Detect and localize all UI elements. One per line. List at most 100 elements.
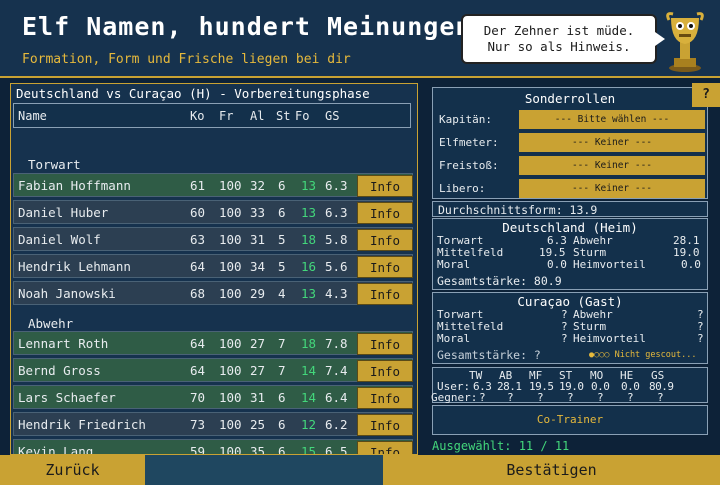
player-fo: 16 xyxy=(301,259,317,274)
player-st: 6 xyxy=(278,205,286,220)
col-gs: GS xyxy=(325,109,340,123)
away-team-title: Curaçao (Gast) xyxy=(517,294,623,309)
cotrainer-button[interactable]: Co-Trainer xyxy=(536,413,604,426)
player-gs: 5.6 xyxy=(325,259,348,274)
player-al: 31 xyxy=(250,232,266,247)
player-ko: 64 xyxy=(190,336,206,351)
help-button[interactable]: ? xyxy=(692,83,720,107)
info-button[interactable]: Info xyxy=(357,414,413,436)
player-fr: 100 xyxy=(219,178,242,193)
penalty-select[interactable]: --- Keiner --- xyxy=(519,133,705,152)
player-fr: 100 xyxy=(219,390,242,405)
home-sturm-label: Sturm xyxy=(573,246,607,259)
info-button[interactable]: Info xyxy=(357,360,413,382)
player-al: 33 xyxy=(250,205,266,220)
table-row[interactable]: Bernd Gross 64 100 27 7 14 7.4 Info xyxy=(13,358,413,382)
libero-select[interactable]: --- Keiner --- xyxy=(519,179,705,198)
player-fr: 100 xyxy=(219,336,242,351)
captain-select[interactable]: --- Bitte wählen --- xyxy=(519,110,705,129)
table-row[interactable]: Fabian Hoffmann 61 100 32 6 13 6.3 Info xyxy=(13,173,413,197)
info-button[interactable]: Info xyxy=(357,229,413,251)
table-row[interactable]: Lennart Roth 64 100 27 7 18 7.8 Info xyxy=(13,331,413,355)
table-row[interactable]: Daniel Wolf 63 100 31 5 18 5.8 Info xyxy=(13,227,413,251)
home-team-title: Deutschland (Heim) xyxy=(502,220,638,235)
player-al: 25 xyxy=(250,417,266,432)
home-mittelfeld-value: 19.5 xyxy=(539,246,566,259)
player-fo: 14 xyxy=(301,390,317,405)
table-row[interactable]: Hendrik Lehmann 64 100 34 5 16 5.6 Info xyxy=(13,254,413,278)
player-st: 6 xyxy=(278,417,286,432)
home-mittelfeld-label: Mittelfeld xyxy=(437,246,504,259)
player-gs: 7.4 xyxy=(325,363,348,378)
cotrainer-box: Co-Trainer xyxy=(432,405,708,435)
player-name: Kevin Lang xyxy=(18,444,94,455)
cmp-opp-mf: ? xyxy=(537,391,544,404)
info-button[interactable]: Info xyxy=(357,175,413,197)
home-team-box: Deutschland (Heim) Torwart 6.3 Mittelfel… xyxy=(432,218,708,290)
home-abwehr-label: Abwehr xyxy=(573,234,613,247)
table-row[interactable]: Noah Janowski 68 100 29 4 13 4.3 Info xyxy=(13,281,413,305)
player-fo: 13 xyxy=(301,205,317,220)
comparison-box: TW AB MF ST MO HE GS User: 6.3 28.1 19.5… xyxy=(431,367,708,404)
freekick-select[interactable]: --- Keiner --- xyxy=(519,156,705,175)
player-al: 35 xyxy=(250,444,266,455)
home-moral-label: Moral xyxy=(437,258,471,271)
scout-status: ●○○○ Nicht gescout... xyxy=(589,350,697,360)
player-fo: 15 xyxy=(301,444,317,455)
table-row[interactable]: Hendrik Friedrich 73 100 25 6 12 6.2 Inf… xyxy=(13,412,413,436)
cmp-user-tw: 6.3 xyxy=(473,380,492,393)
info-button[interactable]: Info xyxy=(357,202,413,224)
info-button[interactable]: Info xyxy=(357,387,413,409)
table-row[interactable]: Daniel Huber 60 100 33 6 13 6.3 Info xyxy=(13,200,413,224)
section-torwart: Torwart xyxy=(28,157,81,172)
avg-form-box: Durchschnittsform: 13.9 xyxy=(432,201,708,217)
player-ko: 68 xyxy=(190,286,206,301)
cmp-opp-mo: ? xyxy=(597,391,604,404)
role-label-freekick: Freistoß: xyxy=(439,159,499,172)
player-name: Fabian Hoffmann xyxy=(18,178,131,193)
cmp-user-ab: 28.1 xyxy=(497,380,522,393)
col-ko: Ko xyxy=(190,109,205,123)
away-sturm-label: Sturm xyxy=(573,320,607,333)
page-title: Elf Namen, hundert Meinungen xyxy=(22,12,472,41)
confirm-button[interactable]: Bestätigen xyxy=(383,455,720,485)
table-row[interactable]: Lars Schaefer 70 100 31 6 14 6.4 Info xyxy=(13,385,413,409)
info-button[interactable]: Info xyxy=(357,441,413,454)
away-abwehr-label: Abwehr xyxy=(573,308,613,321)
info-button[interactable]: Info xyxy=(357,256,413,278)
player-fo: 18 xyxy=(301,232,317,247)
cmp-head-mf: MF xyxy=(529,369,543,382)
info-button[interactable]: Info xyxy=(357,283,413,305)
player-ko: 64 xyxy=(190,363,206,378)
player-name: Hendrik Friedrich xyxy=(18,417,146,432)
assistant-speech-bubble: Der Zehner ist müde. Nur so als Hinweis. xyxy=(461,14,665,64)
player-fr: 100 xyxy=(219,232,242,247)
info-button[interactable]: Info xyxy=(357,333,413,355)
player-ko: 63 xyxy=(190,232,206,247)
col-name: Name xyxy=(18,109,47,123)
player-fr: 100 xyxy=(219,205,242,220)
player-al: 29 xyxy=(250,286,266,301)
player-st: 7 xyxy=(278,363,286,378)
table-row[interactable]: Kevin Lang 59 100 35 6 15 6.5 Info xyxy=(13,439,413,455)
player-fr: 100 xyxy=(219,259,242,274)
role-label-libero: Libero: xyxy=(439,182,486,195)
player-st: 5 xyxy=(278,232,286,247)
role-label-penalty: Elfmeter: xyxy=(439,136,499,149)
player-ko: 70 xyxy=(190,390,206,405)
col-fr: Fr xyxy=(219,109,234,123)
player-fr: 100 xyxy=(219,286,242,301)
player-al: 32 xyxy=(250,178,266,193)
player-gs: 6.3 xyxy=(325,205,348,220)
footer-bar: Zurück Bestätigen xyxy=(0,455,720,485)
table-header: Name Ko Fr Al St Fo GS xyxy=(13,103,411,128)
player-ko: 59 xyxy=(190,444,206,455)
cmp-user-mo: 0.0 xyxy=(591,380,610,393)
player-ko: 61 xyxy=(190,178,206,193)
player-ko: 64 xyxy=(190,259,206,274)
cmp-user-he: 0.0 xyxy=(621,380,640,393)
player-fo: 12 xyxy=(301,417,317,432)
back-button[interactable]: Zurück xyxy=(0,455,145,485)
home-sturm-value: 19.0 xyxy=(673,246,700,259)
player-st: 7 xyxy=(278,336,286,351)
